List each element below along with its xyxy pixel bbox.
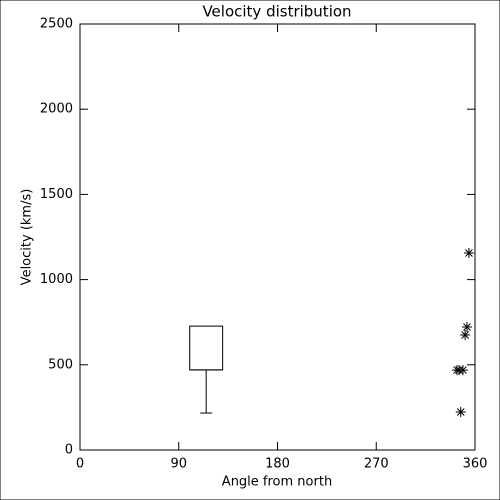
y-tick-label: 2500 — [40, 17, 73, 32]
x-tick-label: 270 — [364, 457, 389, 472]
point — [463, 248, 474, 259]
y-tick-label: 2000 — [40, 102, 73, 117]
chart-title: Velocity distribution — [202, 3, 351, 21]
y-tick-label: 1500 — [40, 187, 73, 202]
x-tick-label: 360 — [463, 457, 488, 472]
point — [460, 329, 471, 340]
y-tick-label: 0 — [65, 443, 73, 458]
point — [461, 321, 472, 332]
y-tick-label: 500 — [48, 357, 73, 372]
x-tick-label: 180 — [265, 457, 290, 472]
x-tick-label: 0 — [76, 457, 84, 472]
x-tick-label: 90 — [170, 457, 187, 472]
point — [455, 407, 466, 418]
point — [453, 365, 464, 376]
y-tick-label: 1000 — [40, 272, 73, 287]
y-axis-label: Velocity (km/s) — [20, 189, 35, 286]
x-axis-label: Angle from north — [222, 475, 332, 490]
